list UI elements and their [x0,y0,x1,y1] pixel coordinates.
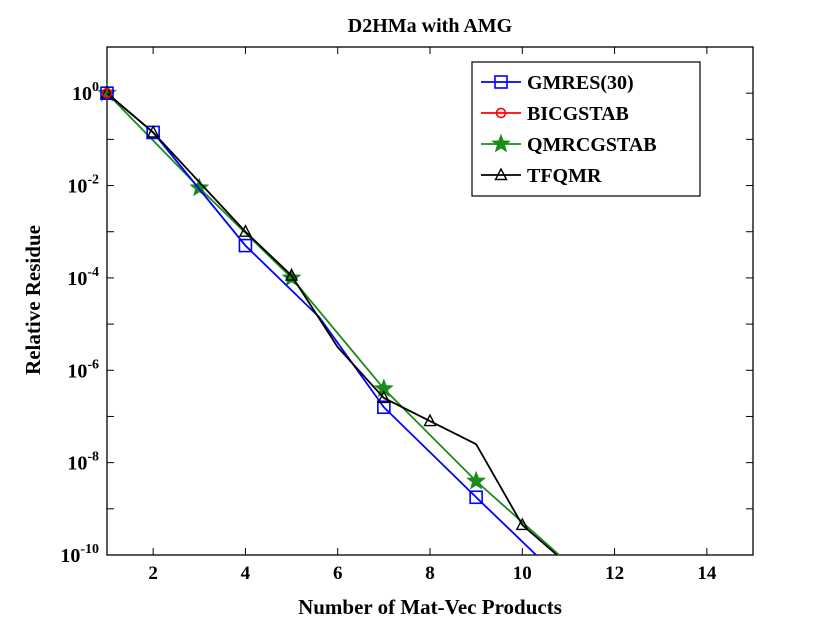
x-tick-label: 4 [241,563,251,584]
legend-marker [491,133,511,153]
series-point-tfqmr [284,268,299,281]
y-tick-label: 10-6 [67,357,99,382]
series-point-tfqmr [146,124,160,138]
x-tick-label: 14 [697,563,717,584]
series-point-qmrcgstab [466,470,487,490]
series-point-gmres30 [238,238,253,253]
y-tick-label: 10-2 [67,173,99,198]
legend-label: TFQMR [527,165,602,187]
chart-title: D2HMa with AMG [348,15,513,37]
axes-frame-group [106,46,754,556]
series-point-tfqmr [515,517,529,531]
series-point-bicgstab [101,87,113,99]
series-point-tfqmr [238,224,253,237]
y-tick-label: 100 [72,80,99,105]
y-tick-label: 10-4 [67,265,99,290]
legend-marker [495,107,507,119]
x-tick-label: 10 [513,563,532,584]
y-tick-label: 10-10 [60,542,99,567]
y-tick-label: 10-8 [67,450,99,475]
series-line-tfqmr [106,92,558,556]
x-tick-label: 6 [333,563,343,584]
legend: GMRES(30) BICGSTAB QMRCGSTAB TFQMR [471,61,701,197]
x-axis-label: Number of Mat-Vec Products [298,595,562,619]
legend-marker [494,167,508,181]
legend-label: QMRCGSTAB [527,134,657,156]
legend-label: BICGSTAB [527,103,629,125]
y-axis-label: Relative Residue [21,225,45,375]
series-point-qmrcgstab [189,177,210,197]
legend-label: GMRES(30) [527,72,634,94]
series-point-tfqmr [423,413,437,427]
series-group [97,82,560,556]
tick-labels-group: 2 4 6 8 10 12 14 10-10 10-8 10-6 10-4 10-2 100 [60,80,717,584]
legend-marker [494,75,508,89]
series-line-qmrcgstab [106,92,560,556]
x-tick-label: 8 [425,563,435,584]
x-tick-label: 2 [148,563,158,584]
series-point-gmres30 [377,400,391,415]
series-point-tfqmr [377,390,391,404]
series-point-gmres30 [469,490,483,505]
x-tick-label: 12 [605,563,624,584]
legend-box [471,61,701,197]
